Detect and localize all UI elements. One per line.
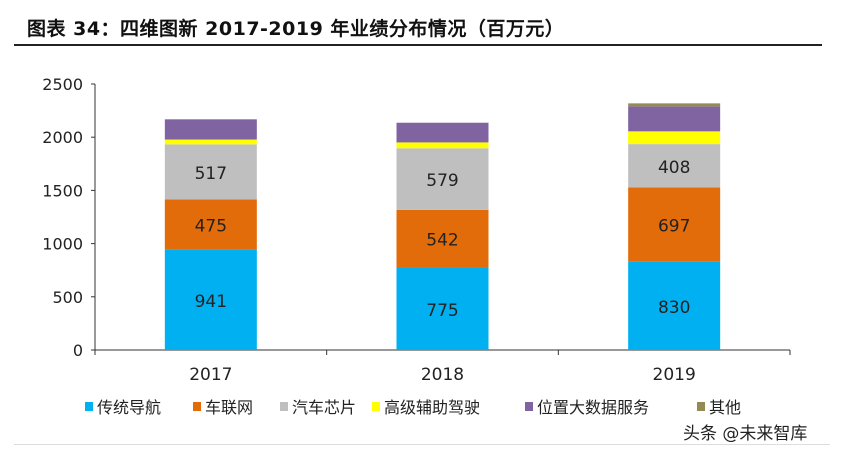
bar-segment	[396, 209, 489, 268]
bottom-divider	[14, 444, 830, 445]
bar-segment	[628, 103, 721, 107]
legend-swatch	[697, 402, 705, 411]
legend-item: 传统导航	[97, 398, 161, 417]
legend-item: 其他	[709, 398, 741, 417]
data-label: 408	[658, 158, 690, 178]
legend-swatch	[85, 402, 93, 411]
data-label: 542	[426, 231, 458, 251]
bar-segment	[164, 144, 257, 200]
title-rule	[14, 44, 822, 46]
x-tick-label: 2019	[653, 365, 696, 385]
bar-segment	[628, 144, 721, 188]
legend-item: 车联网	[205, 398, 253, 417]
y-tick-label: 0	[73, 341, 83, 360]
data-label: 517	[195, 164, 227, 184]
data-label: 941	[195, 292, 227, 312]
legend-swatch	[525, 402, 533, 411]
bar-segment	[628, 261, 721, 350]
data-label: 830	[658, 298, 690, 318]
legend-item: 高级辅助驾驶	[384, 398, 480, 417]
y-tick-label: 2000	[42, 128, 83, 147]
data-label: 697	[658, 217, 690, 237]
y-tick-label: 2500	[42, 75, 83, 94]
legend-swatch	[193, 402, 201, 411]
x-tick-label: 2018	[421, 365, 464, 385]
y-tick-label: 500	[52, 288, 83, 307]
x-tick-label: 2017	[189, 365, 232, 385]
bar-segment	[164, 199, 257, 250]
bar-segment	[396, 122, 489, 143]
bar-segment	[396, 267, 489, 350]
bar-segment	[164, 249, 257, 350]
bar-segment	[396, 142, 489, 149]
y-tick-label: 1500	[42, 181, 83, 200]
bar-segment	[628, 106, 721, 132]
legend-item: 位置大数据服务	[537, 398, 649, 417]
data-label: 775	[426, 301, 458, 321]
data-label: 579	[426, 171, 458, 191]
chart-title: 图表 34：四维图新 2017-2019 年业绩分布情况（百万元）	[27, 18, 565, 40]
data-label: 475	[195, 217, 227, 237]
bar-segment	[628, 131, 721, 145]
bar-segment	[396, 148, 489, 210]
bar-segment	[164, 139, 257, 145]
watermark: 头条 @未来智库	[683, 424, 808, 444]
legend-item: 汽车芯片	[292, 398, 356, 417]
y-tick-label: 1000	[42, 235, 83, 254]
bar-segment	[164, 119, 257, 140]
bar-segment	[628, 187, 721, 262]
legend-swatch	[372, 402, 380, 411]
legend-swatch	[280, 402, 288, 411]
